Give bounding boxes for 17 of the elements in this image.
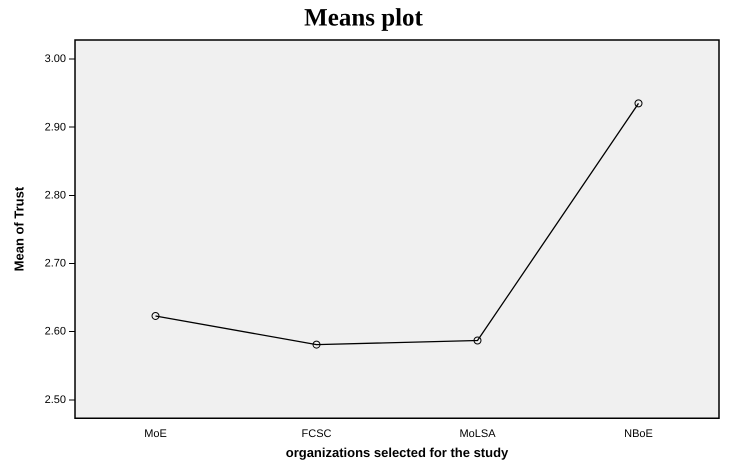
point — [474, 336, 482, 345]
y-tick-label: 2.90 — [44, 121, 66, 134]
point — [312, 340, 321, 349]
y-tick-label: 2.60 — [44, 326, 66, 338]
x-tick-label: MoLSA — [459, 428, 496, 440]
y-tick-label: 2.50 — [44, 394, 66, 406]
x-tick-label: NBoE — [624, 428, 653, 440]
y-tick-label: 2.70 — [44, 258, 66, 270]
y-tick-label: 3.00 — [44, 53, 66, 66]
point — [634, 99, 642, 108]
chart-title: Means plot — [304, 4, 424, 32]
y-axis-title: Mean of Trust — [11, 186, 26, 272]
y-tick-label: 2.80 — [44, 189, 66, 202]
x-axis-title: organizations selected for the study — [286, 444, 510, 460]
x-tick-label: MoE — [144, 428, 167, 440]
point — [152, 312, 160, 320]
x-tick-label: FCSC — [302, 428, 332, 440]
